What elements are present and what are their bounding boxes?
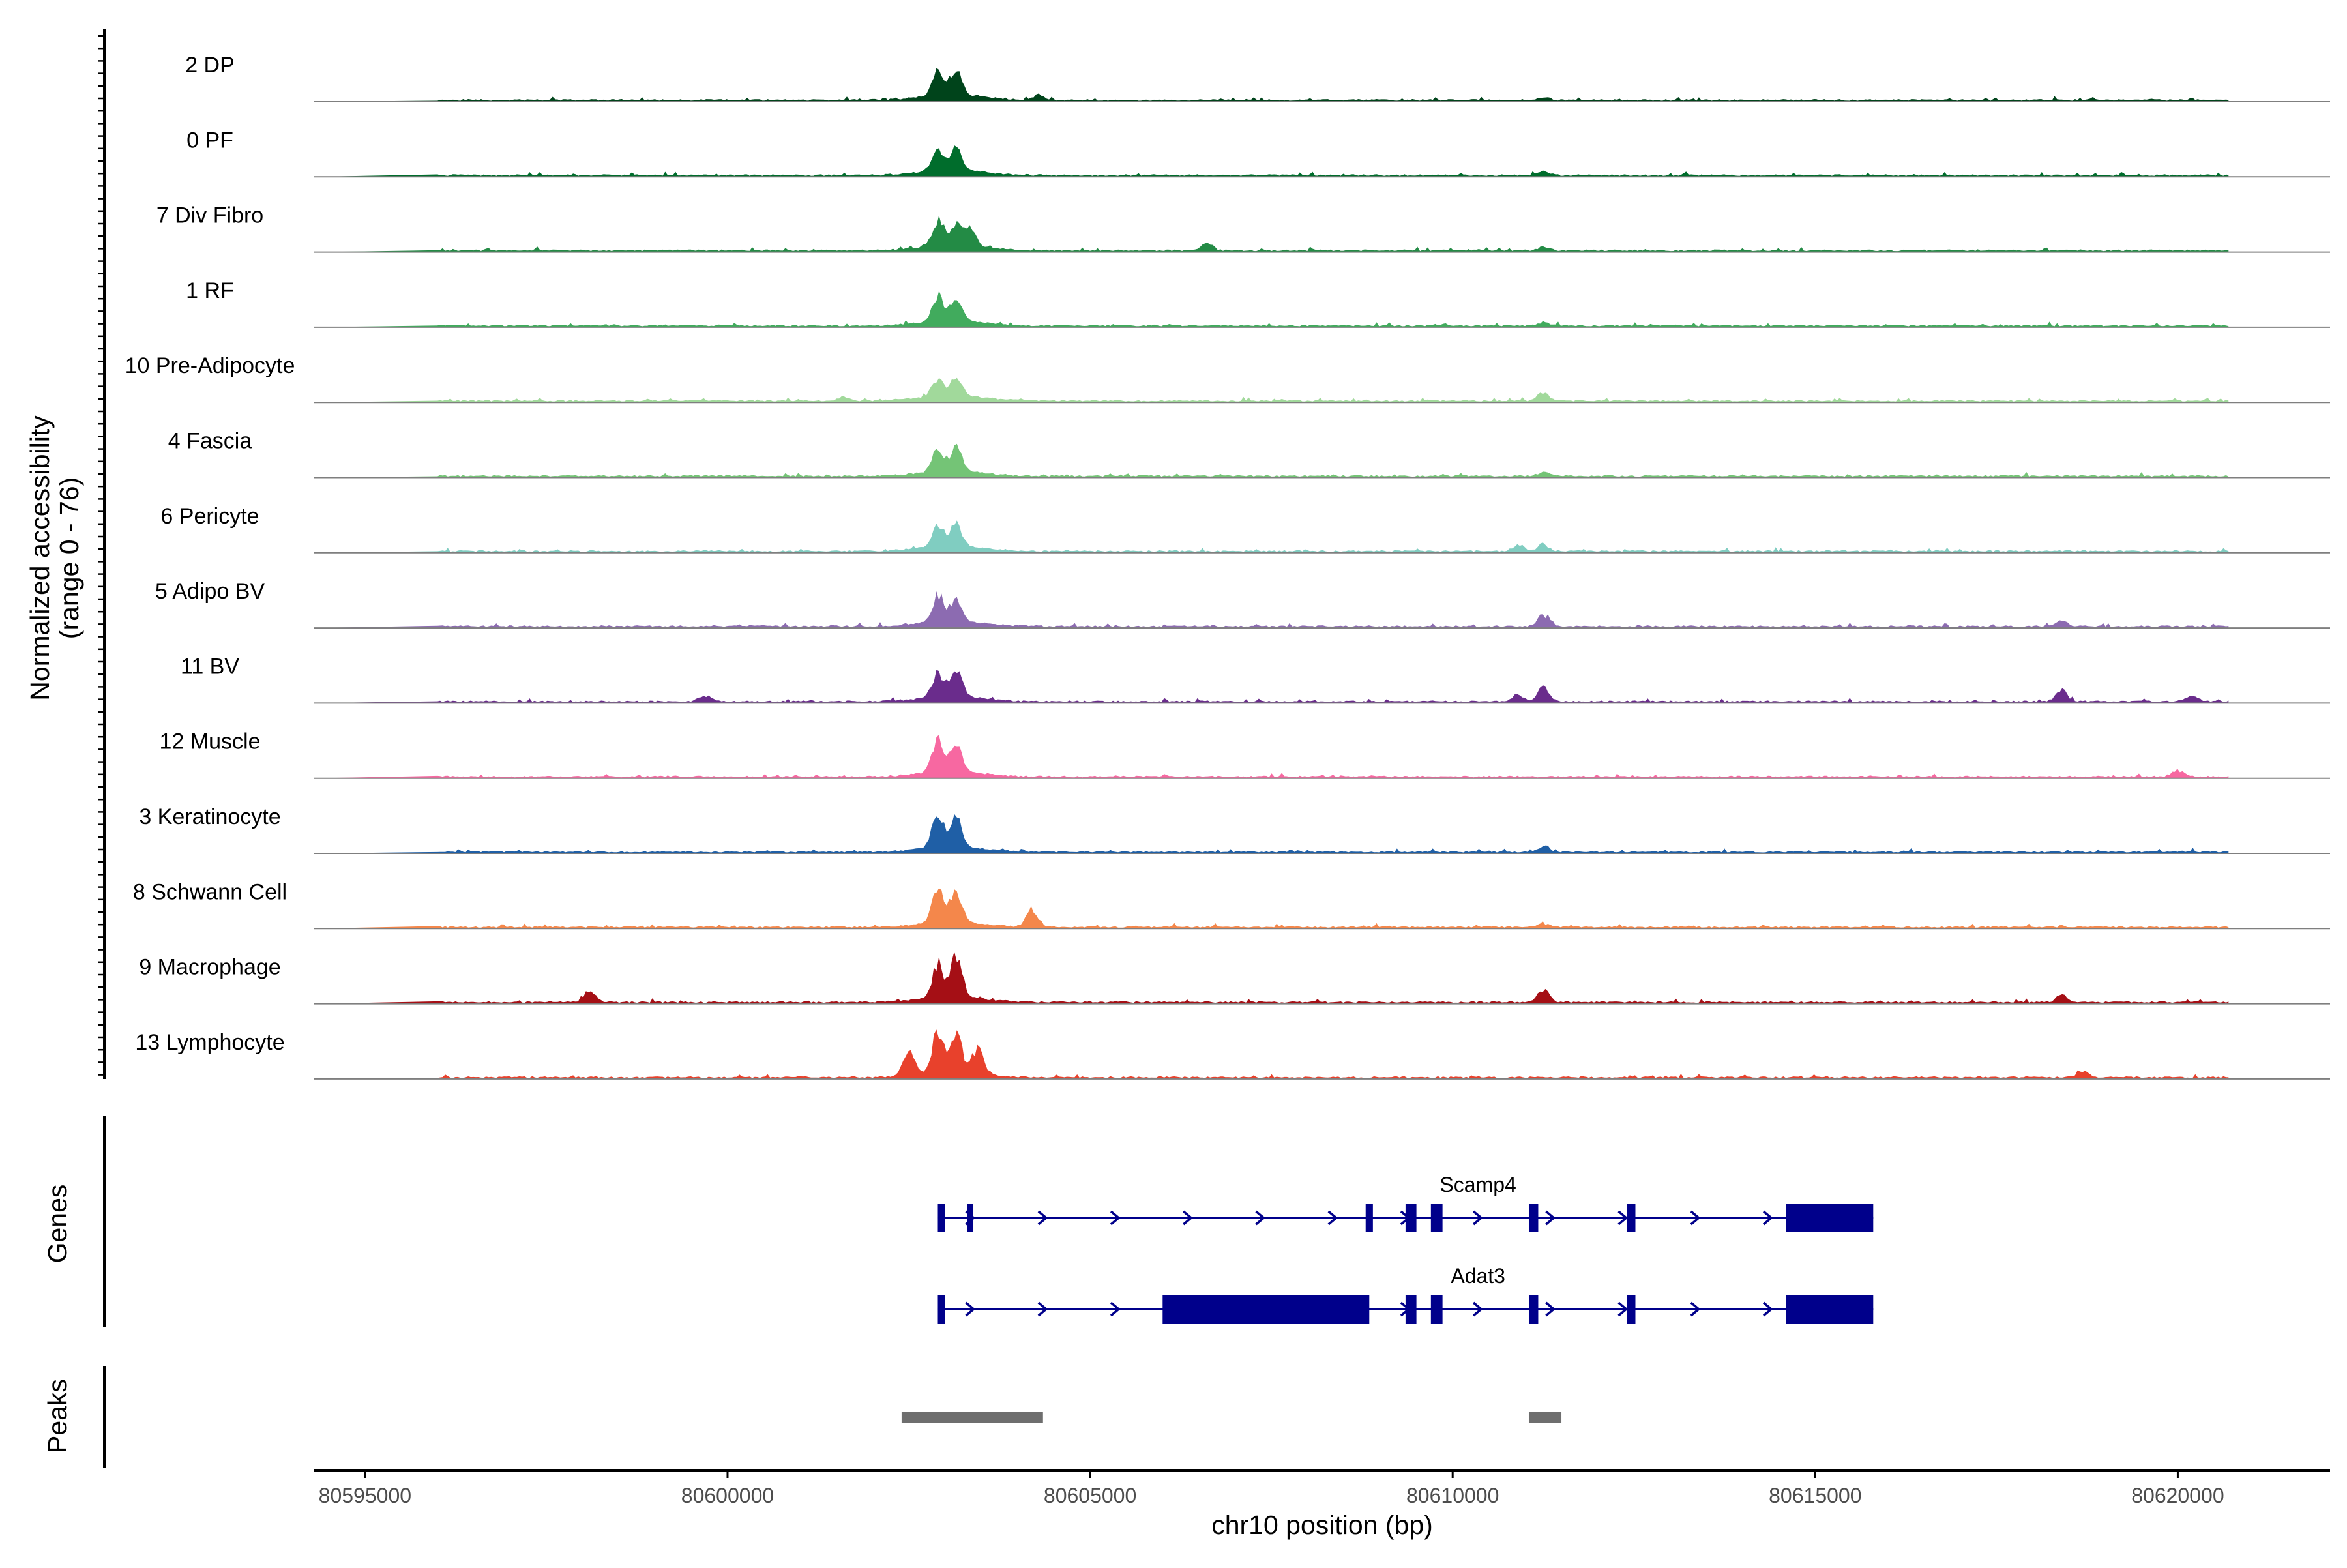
coverage-area-4-fascia [314, 443, 2229, 478]
strand-arrow-icon [1473, 1210, 1483, 1226]
coverage-area-10-pre-adipocyte [314, 377, 2229, 403]
strand-arrow-icon [1037, 1301, 1048, 1317]
strand-arrow-icon [1690, 1210, 1701, 1226]
exon-block [1627, 1295, 1636, 1324]
gene-name-scamp4: Scamp4 [1439, 1173, 1516, 1196]
strand-arrow-icon [1037, 1210, 1048, 1226]
coverage-area-8-schwann-cell [314, 888, 2229, 929]
coverage-area-0-pf [314, 145, 2229, 177]
coverage-tracks: 2 DP 0 PF 7 Div Fibro 1 RF 10 Pre-Adipocyte 4… [125, 53, 2330, 1080]
coverage-area-7-div-fibro [314, 215, 2229, 252]
track-label-2-dp: 2 DP [185, 53, 235, 78]
exon-block [1405, 1204, 1417, 1232]
track-label-3-keratinocyte: 3 Keratinocyte [139, 805, 280, 829]
track-1-rf: 1 RF [186, 278, 2330, 328]
track-label-10-pre-adipocyte: 10 Pre-Adipocyte [125, 353, 295, 378]
track-5-adipo-bv: 5 Adipo BV [155, 579, 2330, 629]
gene-scamp4: Scamp4 [937, 1173, 1874, 1232]
track-3-keratinocyte: 3 Keratinocyte [139, 805, 2330, 854]
coverage-area-3-keratinocyte [314, 814, 2229, 853]
strand-arrow-icon [965, 1301, 976, 1317]
strand-arrow-icon [1183, 1210, 1193, 1226]
x-tick-label: 80595000 [319, 1484, 411, 1507]
track-2-dp: 2 DP [185, 53, 2330, 102]
track-11-bv: 11 BV [181, 654, 2330, 704]
exon-block [1786, 1295, 1874, 1324]
coverage-area-12-muscle [314, 735, 2229, 778]
gene-name-adat3: Adat3 [1451, 1264, 1505, 1288]
strand-arrow-icon [1473, 1301, 1483, 1317]
track-label-4-fascia: 4 Fascia [168, 429, 252, 454]
track-label-12-muscle: 12 Muscle [160, 730, 261, 754]
track-6-pericyte: 6 Pericyte [160, 504, 2330, 554]
coverage-area-6-pericyte [314, 520, 2229, 553]
gene-adat3: Adat3 [937, 1264, 1874, 1324]
left-axis-group [98, 29, 106, 1468]
coverage-area-5-adipo-bv [314, 591, 2229, 629]
track-label-8-schwann-cell: 8 Schwann Cell [133, 880, 287, 904]
x-axis-title: chr10 position (bp) [1211, 1510, 1433, 1540]
coverage-area-11-bv [314, 670, 2229, 703]
gene-track: Scamp4 Adat3 [937, 1173, 1874, 1324]
track-label-0-pf: 0 PF [186, 128, 233, 153]
track-label-5-adipo-bv: 5 Adipo BV [155, 579, 265, 604]
peak-region [901, 1412, 1043, 1423]
exon-block [1528, 1295, 1539, 1324]
strand-arrow-icon [1762, 1301, 1773, 1317]
coverage-area-13-lymphocyte [314, 1029, 2229, 1079]
strand-arrow-icon [1110, 1301, 1121, 1317]
peaks-track-label: Peaks [42, 1379, 72, 1453]
x-tick-label: 80620000 [2131, 1484, 2224, 1507]
track-10-pre-adipocyte: 10 Pre-Adipocyte [125, 353, 2330, 404]
strand-arrow-icon [1545, 1301, 1556, 1317]
peak-track [901, 1412, 1562, 1423]
exon-block [1365, 1204, 1373, 1232]
exon-block [937, 1295, 945, 1324]
exon-block [1627, 1204, 1636, 1232]
track-8-schwann-cell: 8 Schwann Cell [133, 880, 2330, 930]
coverage-area-1-rf [314, 291, 2229, 327]
track-12-muscle: 12 Muscle [160, 730, 2330, 779]
x-axis: 80595000 80600000 80605000 80610000 80615000… [314, 1469, 2330, 1507]
strand-arrow-icon [1617, 1301, 1629, 1317]
strand-arrow-icon [1327, 1210, 1338, 1226]
x-tick-label: 80605000 [1044, 1484, 1136, 1507]
exon-block [1405, 1295, 1417, 1324]
strand-arrow-icon [1545, 1210, 1556, 1226]
strand-arrow-icon [1762, 1210, 1773, 1226]
x-tick-label: 80600000 [681, 1484, 774, 1507]
track-9-macrophage: 9 Macrophage [139, 951, 2330, 1005]
strand-arrow-icon [1690, 1301, 1701, 1317]
exon-block [1430, 1295, 1443, 1324]
exon-block [1162, 1295, 1370, 1324]
x-tick-label: 80610000 [1406, 1484, 1499, 1507]
exon-block [967, 1204, 974, 1232]
genes-track-label: Genes [42, 1185, 72, 1264]
track-13-lymphocyte: 13 Lymphocyte [135, 1029, 2330, 1080]
y-axis-title: Normalized accessibility [25, 415, 55, 701]
coverage-area-2-dp [314, 68, 2229, 102]
exon-block [1528, 1204, 1539, 1232]
track-7-div-fibro: 7 Div Fibro [156, 203, 2330, 253]
strand-arrow-icon [1617, 1210, 1629, 1226]
exon-block [937, 1204, 945, 1232]
track-label-13-lymphocyte: 13 Lymphocyte [135, 1030, 284, 1055]
strand-arrow-icon [1110, 1210, 1121, 1226]
track-label-7-div-fibro: 7 Div Fibro [156, 203, 263, 228]
track-label-1-rf: 1 RF [186, 278, 234, 303]
track-0-pf: 0 PF [186, 128, 2330, 178]
track-4-fascia: 4 Fascia [168, 429, 2330, 479]
track-label-6-pericyte: 6 Pericyte [160, 504, 259, 529]
exon-block [1786, 1204, 1874, 1232]
coverage-area-9-macrophage [314, 951, 2229, 1004]
y-axis-range-label: (range 0 - 76) [54, 477, 84, 639]
track-label-9-macrophage: 9 Macrophage [139, 955, 280, 980]
x-tick-label: 80615000 [1769, 1484, 1861, 1507]
exon-block [1430, 1204, 1443, 1232]
peak-region [1528, 1412, 1562, 1423]
strand-arrow-icon [1255, 1210, 1266, 1226]
track-label-11-bv: 11 BV [181, 654, 239, 679]
